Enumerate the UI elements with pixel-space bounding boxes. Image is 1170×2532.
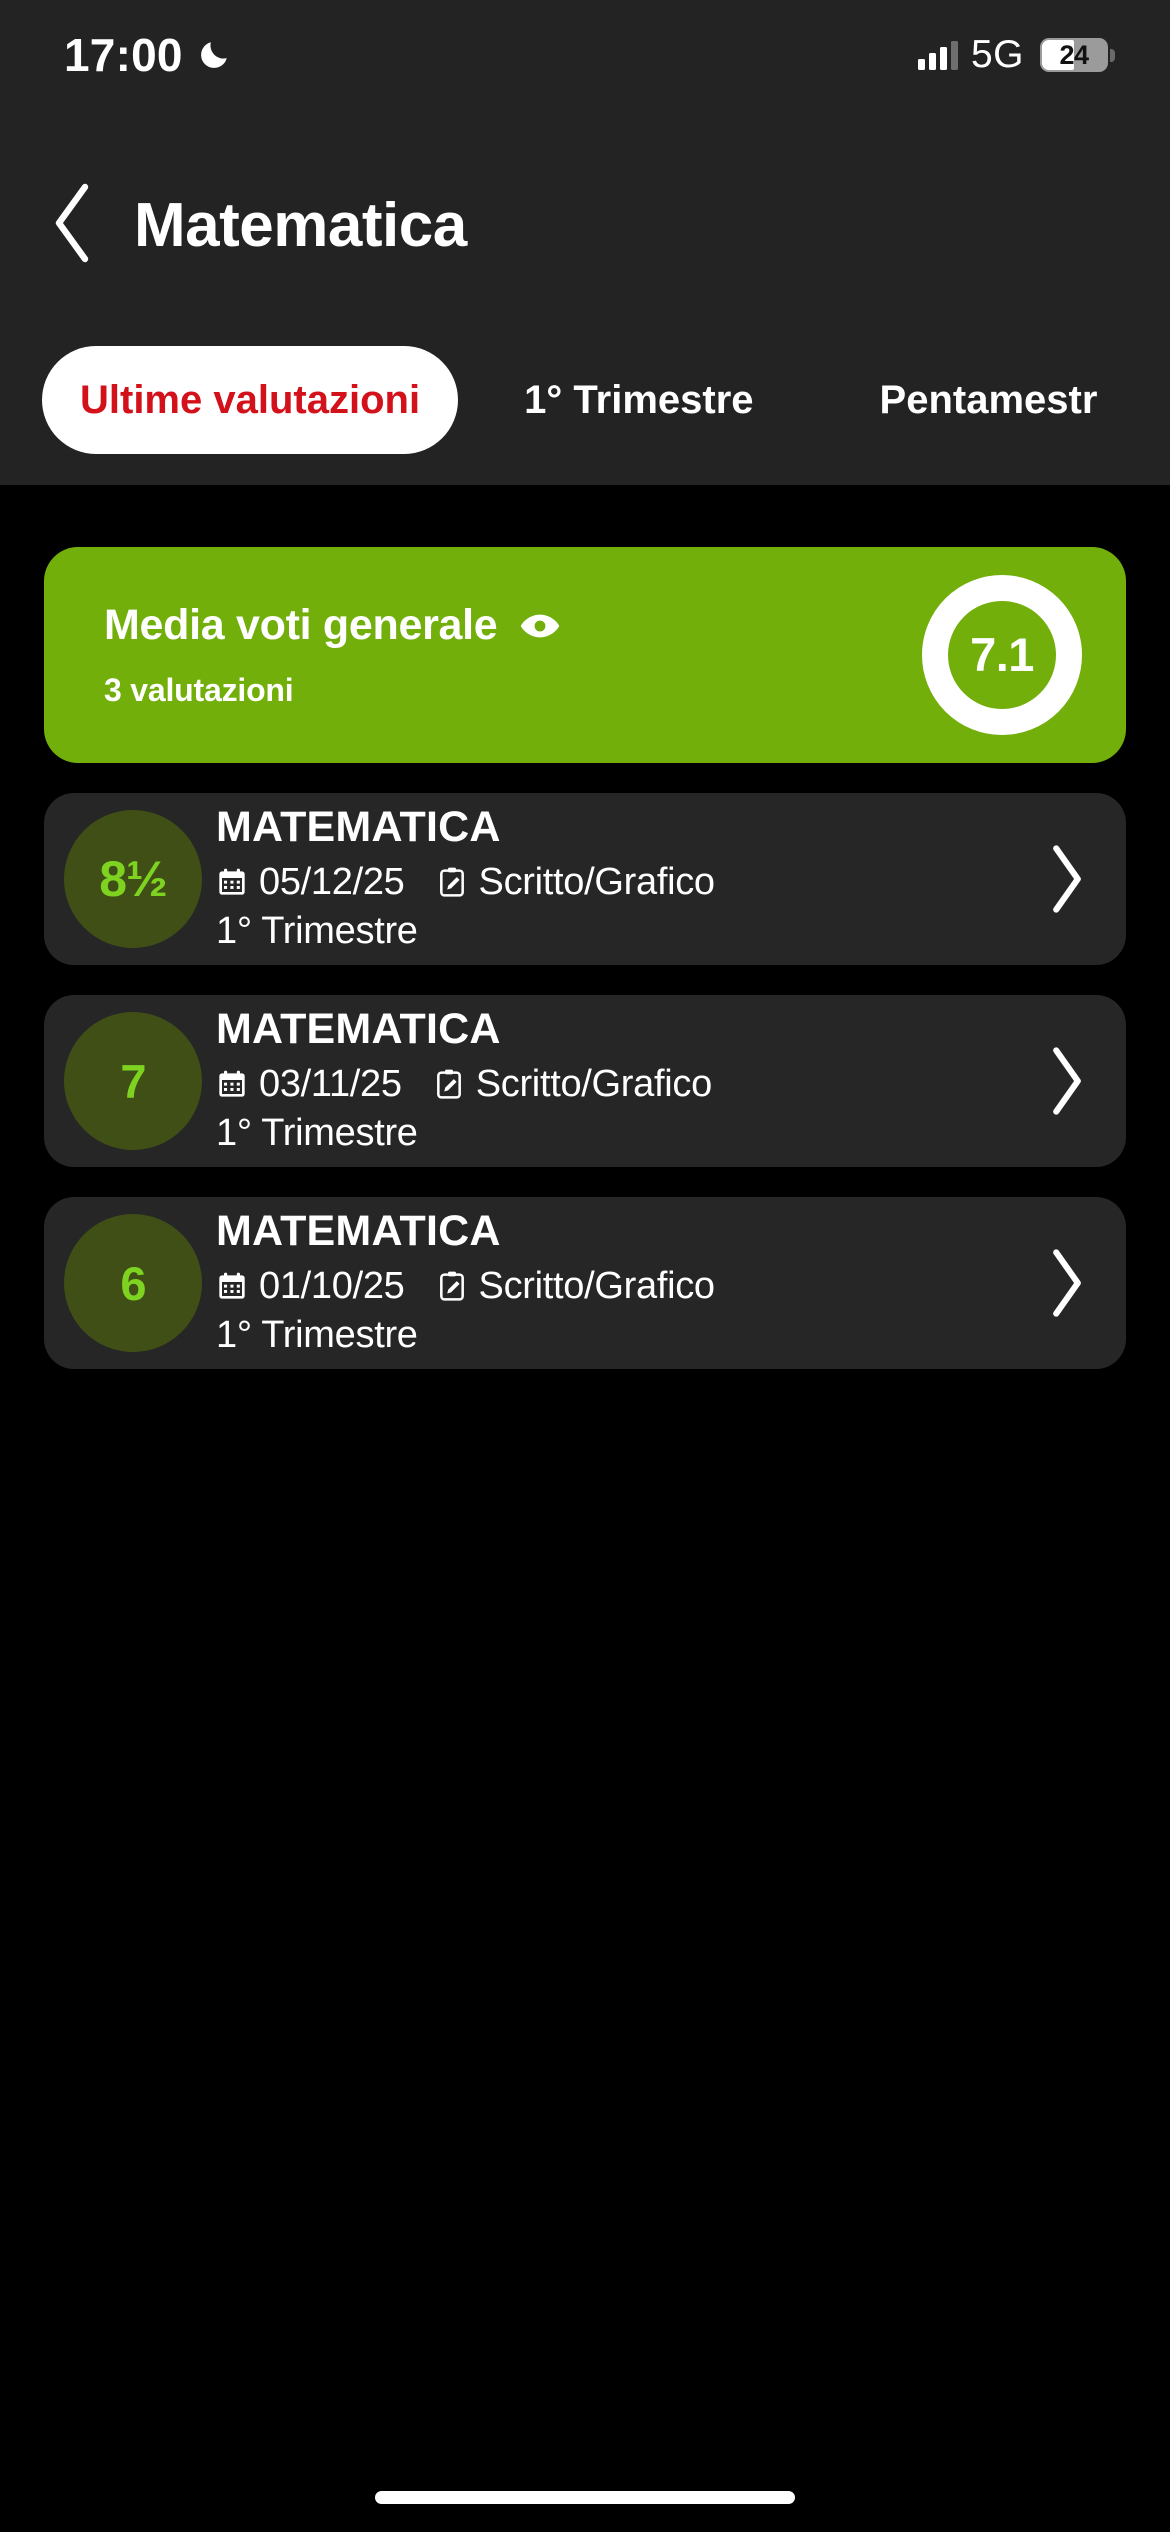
chevron-right-icon[interactable] [1042,840,1092,918]
clipboard-pencil-icon [436,865,468,899]
grade-badge: 7 [64,1012,202,1150]
grade-period: 1° Trimestre [216,1313,418,1356]
content-sheet: Media voti generale 3 valutazioni 7.1 8½… [0,485,1170,2532]
chevron-left-icon [49,182,97,269]
status-bar: 17:00 5G 24 [0,0,1170,110]
grade-value: 7 [120,1054,146,1108]
calendar-icon [216,1067,248,1101]
grade-subject: MATEMATICA [216,1207,501,1256]
average-card-title: Media voti generale [104,601,498,649]
status-bar-left: 17:00 [64,32,231,78]
average-value: 7.1 [970,627,1034,681]
average-card[interactable]: Media voti generale 3 valutazioni 7.1 [44,547,1126,763]
battery-fill [1042,40,1074,70]
grade-meta: 01/10/25 Scritto/Grafico [216,1265,1030,1308]
grade-details: MATEMATICA 05/12/25 Scritto/Grafico 1° T… [216,805,1042,952]
tab-pentamestre[interactable]: Pentamestr [879,377,1098,422]
grade-details: MATEMATICA 01/10/25 Scritto/Grafico 1° T… [216,1209,1042,1356]
status-bar-right: 5G 24 [917,33,1115,77]
tab-bar[interactable]: Ultime valutazioni 1° Trimestre Pentames… [0,340,1170,460]
grade-row[interactable]: 7 MATEMATICA 03/11/25 Scritto/Grafico 1°… [44,995,1126,1167]
eye-icon[interactable] [519,605,561,647]
network-type-label: 5G [970,33,1024,76]
calendar-icon [216,1269,248,1303]
grade-date: 05/12/25 [259,860,405,903]
battery-icon: 24 [1040,38,1115,72]
chevron-right-icon[interactable] [1042,1244,1092,1322]
grade-period: 1° Trimestre [216,909,418,952]
grade-row[interactable]: 6 MATEMATICA 01/10/25 Scritto/Grafico 1°… [44,1197,1126,1369]
average-card-title-row: Media voti generale [104,601,561,650]
crescent-moon-icon [197,38,231,72]
grade-badge: 6 [64,1214,202,1352]
grade-badge: 8½ [64,810,202,948]
grade-subject: MATEMATICA [216,803,501,852]
grade-value: 6 [120,1256,146,1310]
grade-subject: MATEMATICA [216,1005,501,1054]
average-card-text: Media voti generale 3 valutazioni [44,601,561,709]
grade-date: 01/10/25 [259,1264,405,1307]
grade-type: Scritto/Grafico [478,1264,716,1307]
tab-primo-trimestre[interactable]: 1° Trimestre [524,377,754,422]
navigation-bar: Matematica [0,160,1170,290]
tab-ultime-valutazioni[interactable]: Ultime valutazioni [42,346,459,454]
calendar-icon [216,865,248,899]
grade-value: 8½ [99,851,168,907]
grade-details: MATEMATICA 03/11/25 Scritto/Grafico 1° T… [216,1007,1042,1154]
average-ring: 7.1 [922,575,1082,735]
back-button[interactable] [18,170,128,280]
grade-meta: 05/12/25 Scritto/Grafico [216,861,1030,904]
average-card-subtitle: 3 valutazioni [104,672,294,708]
grade-row[interactable]: 8½ MATEMATICA 05/12/25 Scritto/Grafico 1… [44,793,1126,965]
battery-percent-label: 24 [1059,39,1089,70]
page-title: Matematica [134,190,467,260]
signal-bars-icon [917,40,958,70]
grade-meta: 03/11/25 Scritto/Grafico [216,1063,1030,1106]
grade-type: Scritto/Grafico [478,860,716,903]
grade-period: 1° Trimestre [216,1111,418,1154]
grade-type: Scritto/Grafico [475,1062,713,1105]
chevron-right-icon[interactable] [1042,1042,1092,1120]
clipboard-pencil-icon [433,1067,465,1101]
status-bar-clock: 17:00 [64,29,183,81]
home-indicator[interactable] [375,2491,795,2504]
clipboard-pencil-icon [436,1269,468,1303]
grade-date: 03/11/25 [259,1062,402,1105]
